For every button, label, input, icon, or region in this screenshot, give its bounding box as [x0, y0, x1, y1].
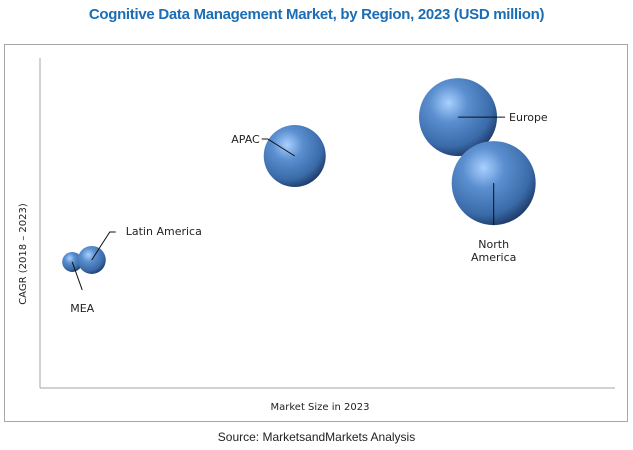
chart-title: Cognitive Data Management Market, by Reg…: [88, 6, 545, 23]
leader-line-latin-america: [91, 231, 116, 261]
data-label-mea: MEA: [70, 302, 94, 315]
chart-frame: [4, 44, 628, 422]
data-label-north-america: North America: [471, 238, 516, 264]
data-label-apac: APAC: [231, 133, 260, 146]
y-axis-label: CAGR (2018 – 2023): [18, 203, 29, 305]
source-note: Source: MarketsandMarkets Analysis: [217, 430, 416, 444]
x-axis-label: Market Size in 2023: [270, 402, 369, 413]
leader-line-apac: [261, 138, 295, 157]
data-label-latin-america: Latin America: [126, 225, 202, 238]
data-label-europe: Europe: [509, 111, 548, 124]
leader-line-mea: [71, 261, 83, 291]
